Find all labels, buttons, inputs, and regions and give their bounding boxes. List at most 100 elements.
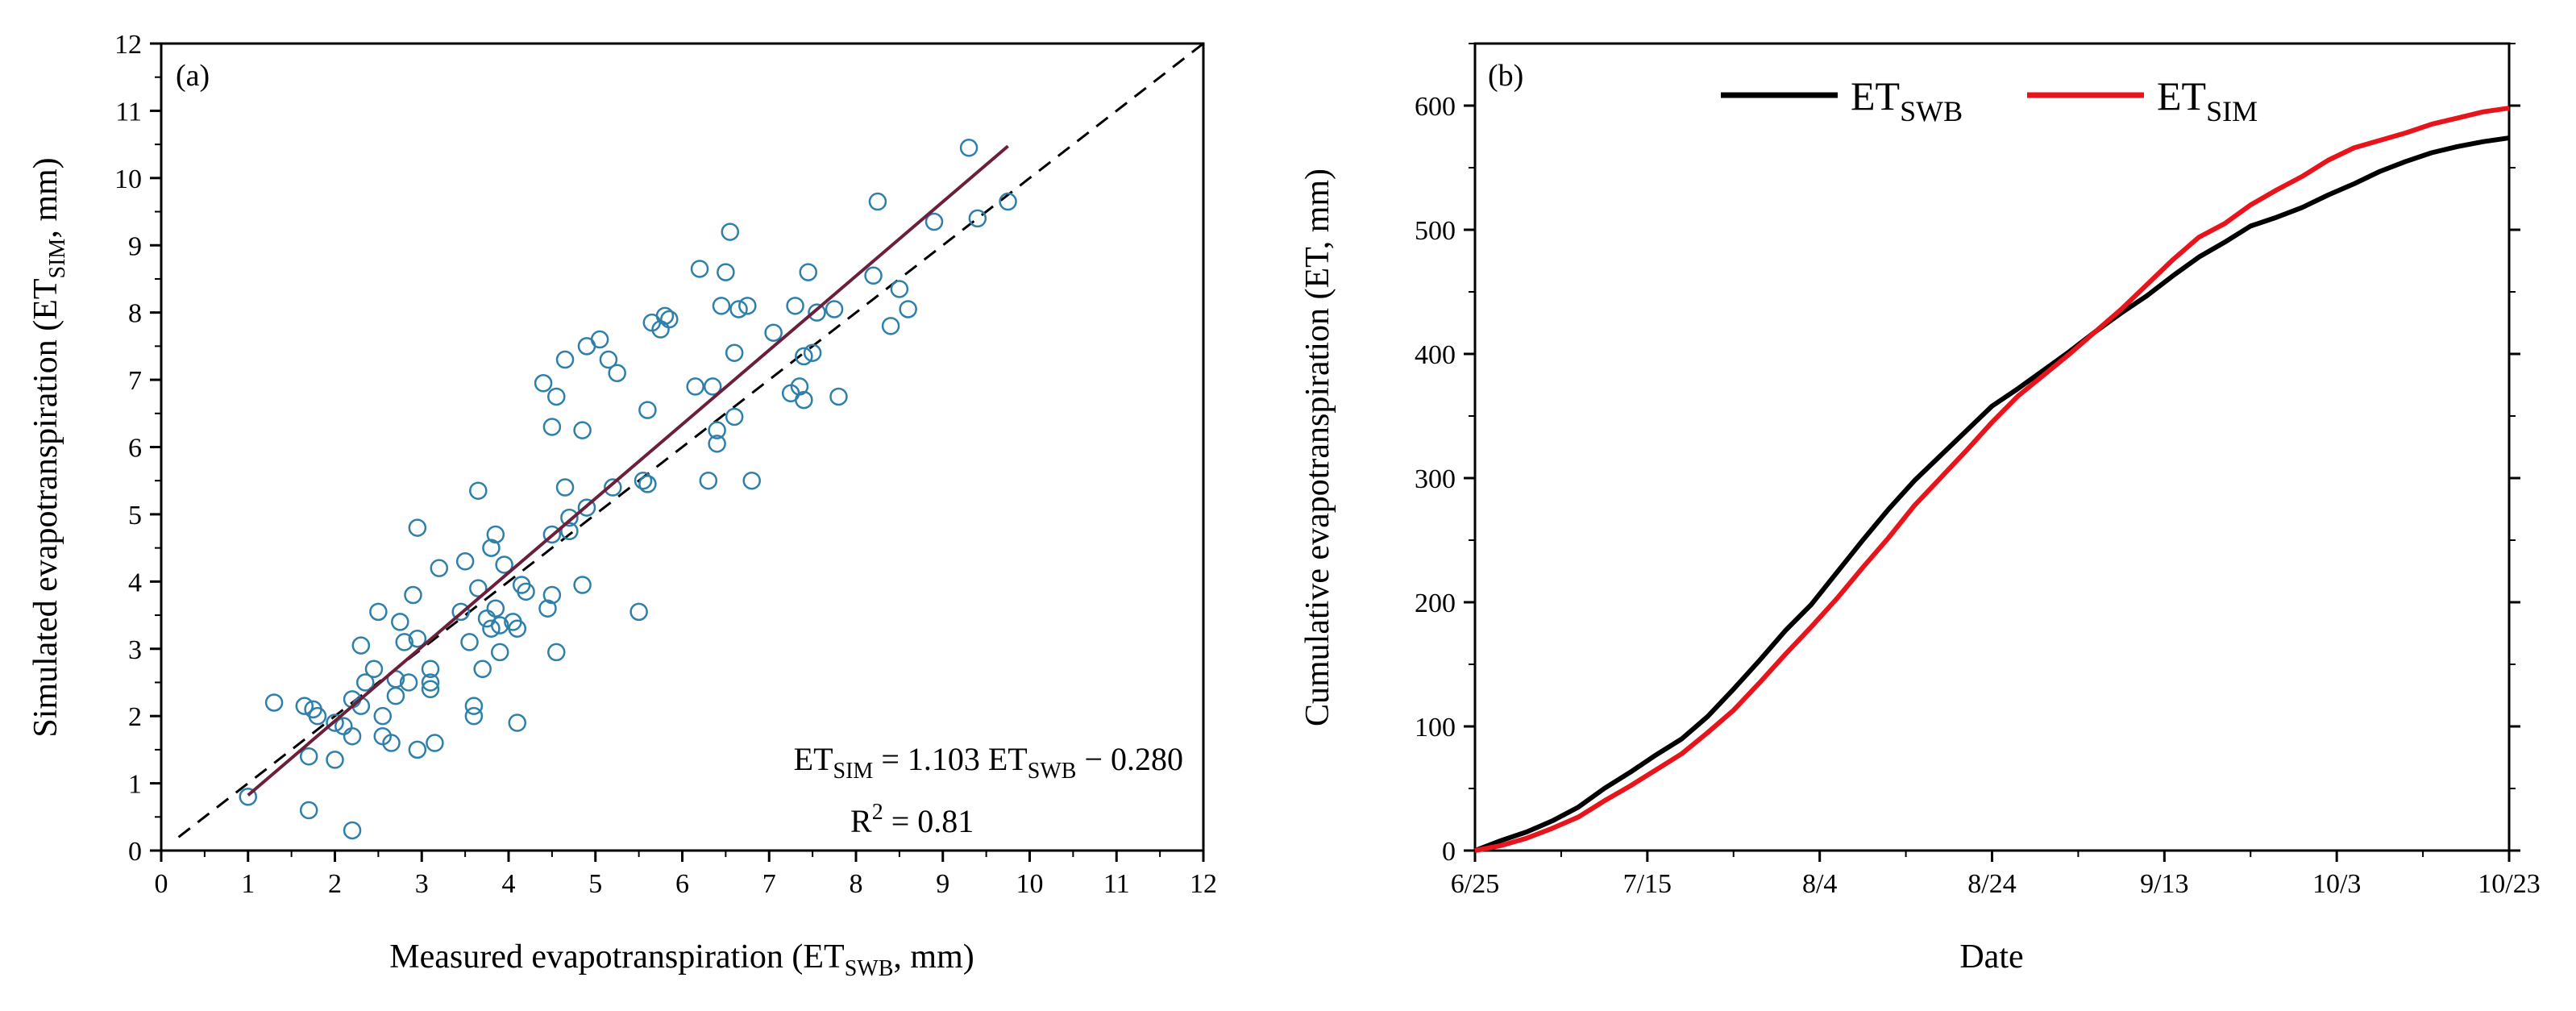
x-tick-label-b: 9/13 [2140, 869, 2188, 899]
data-point [638, 475, 657, 493]
r2-sup: 2 [872, 800, 883, 825]
legend: ETSWB ETSIM [1721, 73, 2258, 127]
data-point [803, 343, 822, 362]
data-point [517, 582, 535, 601]
data-point [560, 522, 579, 541]
data-point [634, 471, 653, 490]
data-point [742, 471, 761, 490]
y-tick-label-a: 8 [128, 299, 142, 329]
data-point [473, 659, 492, 679]
data-point [725, 343, 744, 362]
data-point [486, 525, 505, 544]
data-point [455, 552, 475, 571]
y-tick-label-a: 10 [114, 164, 142, 194]
data-point [599, 350, 618, 369]
data-point [508, 619, 527, 638]
data-point [399, 673, 418, 692]
line-panel: 6/25 7/15 8/4 8/24 9/13 10/3 10/23 0 100 200 300 40… [1299, 42, 2541, 976]
data-point [326, 714, 344, 732]
data-point [829, 387, 848, 406]
data-point [490, 616, 509, 634]
panel-label-b: (b) [1488, 59, 1523, 93]
series-line-et-swb [1473, 135, 2510, 853]
data-point [721, 223, 740, 241]
r-squared: R2 = 0.81 [850, 800, 974, 839]
data-point [608, 364, 626, 382]
data-point [508, 714, 527, 732]
data-point [355, 673, 375, 692]
data-point [482, 539, 501, 557]
xlabel-a-sub: SWB [845, 956, 894, 981]
y-tick-label-a: 12 [114, 30, 142, 60]
data-point [729, 300, 748, 318]
x-tick-label-b: 8/24 [1967, 869, 2016, 899]
y-tick-label-a: 7 [128, 366, 142, 396]
x-tick-label-b: 10/23 [2478, 869, 2540, 899]
data-point [764, 323, 783, 342]
legend-swb-main: ET [1851, 73, 1900, 119]
data-point [460, 633, 479, 651]
data-point [451, 602, 470, 622]
x-axis-label-b: Date [1959, 938, 2023, 976]
xlabel-a-main: Measured evapotranspiration (ET [389, 938, 844, 976]
data-point [490, 643, 509, 662]
data-point [790, 377, 809, 396]
data-point [421, 680, 440, 699]
data-point [638, 401, 657, 419]
data-point [590, 330, 609, 349]
y-tick-label-b: 600 [1415, 92, 1456, 122]
data-point [717, 263, 735, 281]
x-tick-label-a: 6 [675, 869, 689, 899]
data-point [404, 585, 422, 605]
data-point [326, 751, 344, 769]
data-point [795, 390, 813, 410]
data-point [864, 266, 883, 285]
data-point [421, 659, 440, 679]
x-tick-label-a: 11 [1103, 869, 1130, 899]
data-point [469, 481, 488, 500]
r2-prefix: R [850, 803, 872, 839]
data-point [295, 697, 314, 715]
x-tick-label-a: 3 [415, 869, 429, 899]
data-point [573, 576, 592, 594]
data-point [542, 418, 562, 436]
eq-tail: − 0.280 [1076, 741, 1183, 777]
y-tick-label-b: 100 [1415, 713, 1456, 743]
x-tick-label-a: 7 [762, 869, 776, 899]
data-point [486, 599, 505, 618]
x-tick-label-a: 1 [241, 869, 255, 899]
data-point [382, 734, 401, 752]
y-tick-label-a: 9 [128, 231, 142, 261]
data-point [699, 471, 718, 490]
data-point [655, 306, 675, 326]
y-tick-label-a: 3 [128, 635, 142, 665]
eq-mid-sub: SWB [1028, 759, 1077, 784]
data-point [408, 629, 427, 648]
data-point [299, 747, 318, 766]
data-point [308, 706, 327, 726]
x-tick-label-a: 2 [328, 869, 342, 899]
ylabel-a-main: Simulated evapotranspiration (ET [27, 278, 64, 737]
plot-frame-b [1473, 42, 2511, 852]
x-tick-label-a: 10 [1016, 869, 1044, 899]
y-axis-label-a: Simulated evapotranspiration (ETSIM, mm) [27, 157, 70, 737]
data-point [899, 300, 917, 318]
regression-equation: ETSIM = 1.103 ETSWB − 0.280 [794, 741, 1183, 784]
data-point [703, 377, 722, 396]
legend-label-sim: ETSIM [2157, 73, 2258, 127]
data-point [391, 613, 409, 631]
data-point [786, 297, 804, 315]
data-point [430, 559, 449, 577]
y-tick-label-a: 0 [128, 837, 142, 867]
data-point [469, 579, 488, 597]
data-point [542, 585, 562, 605]
data-point [629, 602, 648, 622]
data-point [795, 347, 813, 366]
data-point [373, 706, 393, 726]
data-point [547, 643, 566, 662]
data-point [890, 280, 909, 298]
legend-label-swb: ETSWB [1851, 73, 1963, 127]
x-tick-label-b: 6/25 [1451, 869, 1499, 899]
y-tick-label-b: 0 [1442, 837, 1456, 867]
